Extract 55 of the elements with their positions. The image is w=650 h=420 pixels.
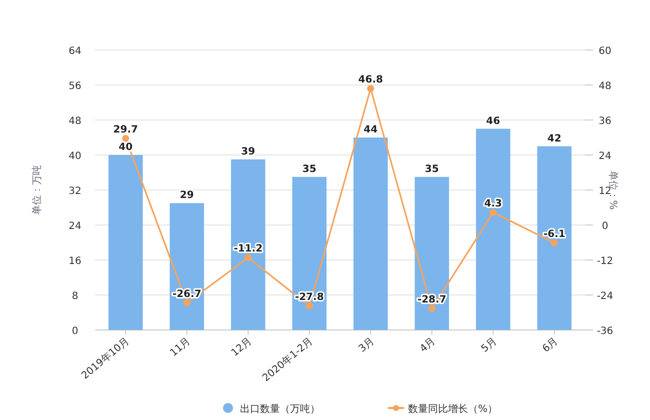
point (428, 305, 436, 312)
bar (108, 155, 143, 330)
point (490, 208, 497, 216)
point (367, 85, 374, 92)
y-tick-label: 40 (68, 151, 82, 162)
y2-tick-label: 12 (598, 186, 612, 197)
y-tick-label: 8 (72, 291, 78, 302)
y2-tick-label: -24 (596, 291, 614, 302)
y2-tick-label: -36 (596, 326, 614, 337)
bar (353, 138, 388, 330)
data-label: 35 (302, 164, 316, 175)
y-tick-label: 24 (68, 221, 82, 232)
bar (476, 128, 510, 330)
x-tick-label: 5月 (479, 336, 500, 355)
y-axis-title: 单位：万吨 (31, 165, 43, 215)
point (550, 239, 558, 246)
data-label: 29.7 (113, 124, 138, 136)
bar (414, 176, 450, 330)
data-label: 39 (241, 146, 256, 158)
data-label: 46.8 (358, 74, 383, 86)
bar (537, 146, 572, 330)
y2-tick-label: 0 (602, 221, 608, 232)
y2-tick-label: 24 (598, 151, 612, 162)
point (122, 134, 130, 142)
data-label: 42 (547, 133, 562, 144)
x-tick-label: 3月 (356, 336, 377, 355)
data-label: 44 (364, 124, 378, 136)
point (183, 299, 190, 306)
y-tick-label: 32 (68, 186, 82, 197)
data-label: -6.1 (543, 228, 566, 240)
x-tick-label: 12月 (230, 336, 254, 359)
y2-tick-label: 60 (598, 46, 612, 57)
bar (170, 203, 204, 330)
point (244, 254, 252, 262)
data-label: -11.2 (234, 244, 263, 255)
data-label: 46 (486, 116, 500, 127)
x-tick-label: 11月 (168, 336, 193, 359)
bar (230, 159, 266, 330)
x-tick-label: 4月 (418, 336, 438, 355)
legend-label: 出口数量（万吨） (240, 403, 320, 415)
y-tick-label: 0 (72, 326, 78, 337)
data-label: 35 (424, 164, 439, 175)
data-label: 29 (180, 190, 194, 202)
y-tick-label: 16 (68, 256, 82, 267)
point (306, 302, 313, 310)
y2-tick-label: 36 (598, 116, 612, 127)
y2-tick-label: -12 (596, 256, 614, 267)
data-label: 4.3 (484, 198, 502, 210)
y-tick-label: 56 (68, 81, 82, 92)
bar (292, 176, 327, 330)
legend-label: 数量同比增长（%） (408, 403, 498, 415)
x-tick-label: 6月 (540, 336, 560, 355)
y-tick-label: 64 (68, 46, 82, 57)
y2-tick-label: 48 (598, 81, 612, 92)
y-tick-label: 48 (68, 116, 82, 127)
